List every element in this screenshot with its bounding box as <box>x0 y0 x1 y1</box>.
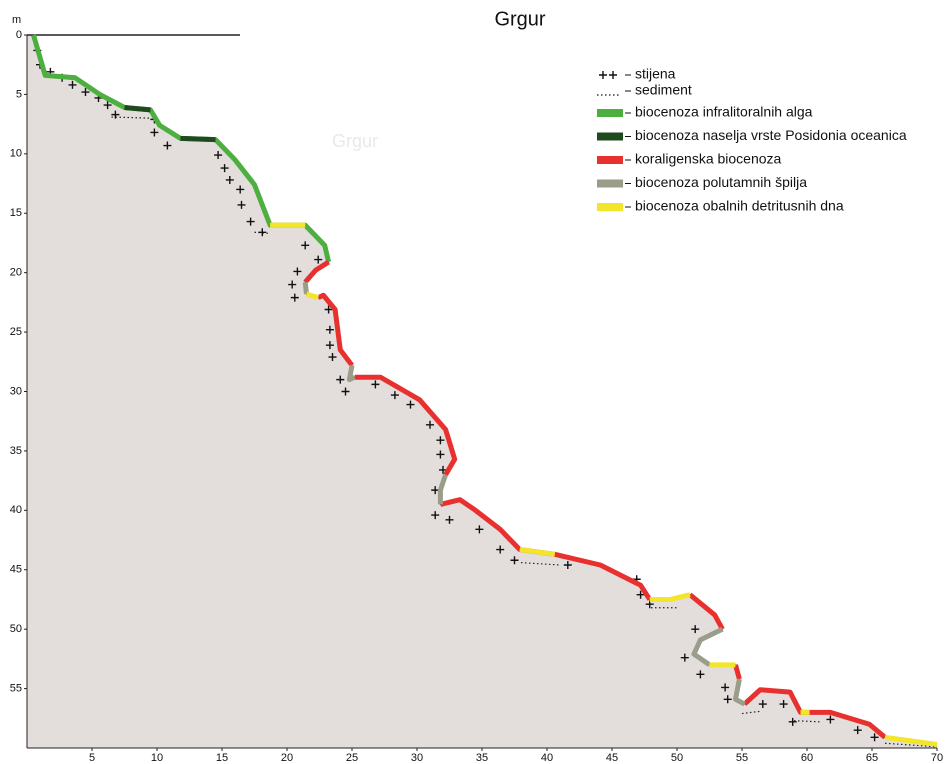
y-tick-label: 50 <box>10 623 22 635</box>
legend-label: sediment <box>635 82 692 98</box>
x-tick-label: 55 <box>736 752 748 764</box>
x-tick-label: 60 <box>801 752 813 764</box>
legend-rock-symbol <box>599 71 617 79</box>
legend-swatch <box>597 180 623 188</box>
x-tick-label: 30 <box>411 752 423 764</box>
y-tick-label: 25 <box>10 326 22 338</box>
x-tick-label: 15 <box>216 752 228 764</box>
x-tick-label: 50 <box>671 752 683 764</box>
legend-label: biocenoza obalnih detritusnih dna <box>635 198 844 214</box>
legend-label: biocenoza polutamnih špilja <box>635 174 807 190</box>
legend-swatch <box>597 203 623 211</box>
x-tick-label: 65 <box>866 752 878 764</box>
x-tick-label: 20 <box>281 752 293 764</box>
legend-label: biocenoza naselja vrste Posidonia oceani… <box>635 127 907 143</box>
y-tick-label: 35 <box>10 445 22 457</box>
y-tick-label: 10 <box>10 148 22 160</box>
y-tick-label: 30 <box>10 385 22 397</box>
x-tick-label: 70 <box>931 752 943 764</box>
y-tick-label: 20 <box>10 267 22 279</box>
y-tick-label: 55 <box>10 682 22 694</box>
x-tick-label: 25 <box>346 752 358 764</box>
legend-swatch <box>597 133 623 141</box>
chart-title: Grgur <box>494 8 545 30</box>
y-tick-label: 15 <box>10 207 22 219</box>
legend-swatch <box>597 156 623 164</box>
y-tick-label: 5 <box>16 88 22 100</box>
x-tick-label: 40 <box>541 752 553 764</box>
legend-label: stijena <box>635 66 676 82</box>
watermark: Grgur <box>332 131 378 151</box>
legend-swatch <box>597 109 623 117</box>
y-tick-label: 40 <box>10 504 22 516</box>
chart: Grgur m Grgur051015202530354045505551015… <box>0 0 945 764</box>
legend-label: biocenoza infralitoralnih alga <box>635 104 813 120</box>
y-tick-label: 45 <box>10 564 22 576</box>
legend-label: koraligenska biocenoza <box>635 151 782 167</box>
y-tick-label: 0 <box>16 29 22 41</box>
x-tick-label: 10 <box>151 752 163 764</box>
x-tick-label: 5 <box>89 752 95 764</box>
x-tick-label: 45 <box>606 752 618 764</box>
y-axis-label: m <box>12 14 21 26</box>
x-tick-label: 35 <box>476 752 488 764</box>
